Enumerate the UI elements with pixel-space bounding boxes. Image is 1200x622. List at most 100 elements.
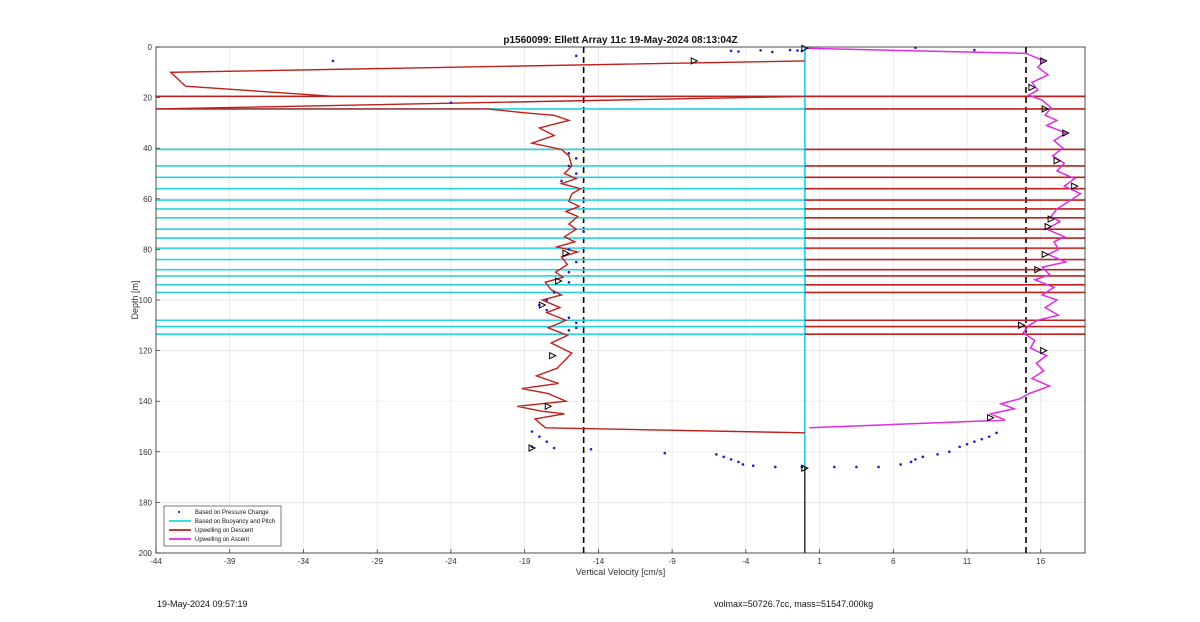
pressure-change-point: [574, 172, 578, 175]
pressure-change-point: [980, 437, 984, 441]
x-tick-label: -44: [150, 557, 162, 566]
pressure-change-point: [973, 440, 976, 443]
chart-legend: Based on Pressure Change Based on Buoyanc…: [163, 505, 282, 547]
pressure-change-point: [574, 54, 578, 58]
triangle-marker: [1053, 157, 1062, 165]
pressure-change-point: [737, 50, 740, 53]
pressure-change-point: [530, 430, 534, 433]
pressure-change-point: [771, 50, 774, 54]
pressure-change-point: [589, 447, 593, 451]
descent-profile-line: [155, 60, 805, 434]
legend-entry-label: Based on Buoyancy and Pitch: [195, 519, 275, 525]
pressure-change-point: [715, 453, 718, 456]
pressure-change-point: [741, 463, 745, 466]
legend-entry-label: Upwelling on Ascent: [195, 537, 249, 543]
pressure-change-point: [545, 298, 549, 302]
pressure-change-point: [877, 465, 880, 469]
footer-timestamp: 19-May-2024 09:57:19: [157, 599, 248, 609]
y-tick-label: 40: [143, 144, 152, 153]
pressure-change-point: [774, 465, 777, 469]
triangle-marker: [1040, 346, 1048, 355]
pressure-change-point: [574, 260, 578, 264]
triangle-marker: [1040, 57, 1048, 65]
pressure-change-point: [958, 445, 961, 449]
triangle-marker: [538, 301, 547, 309]
pressure-change-point: [552, 291, 556, 294]
x-tick-label: 1: [817, 557, 822, 566]
y-tick-label: 100: [139, 296, 153, 305]
pressure-change-point: [567, 270, 571, 274]
pressure-change-point: [582, 230, 585, 233]
triangle-marker: [1062, 129, 1070, 137]
x-tick-label: -34: [298, 557, 310, 566]
x-tick-label: -19: [519, 557, 531, 566]
triangle-marker: [690, 57, 699, 65]
pressure-change-point: [449, 101, 453, 104]
pressure-change-point: [545, 440, 549, 443]
triangle-marker: [1018, 321, 1026, 330]
pressure-change-point: [567, 329, 571, 332]
y-tick-label: 180: [139, 498, 153, 507]
triangle-marker: [544, 402, 553, 411]
pressure-change-point: [663, 451, 667, 455]
x-tick-label: -4: [742, 557, 750, 566]
y-tick-label: 20: [143, 94, 152, 103]
legend-swatch-point: [177, 510, 181, 514]
x-tick-label: -29: [371, 557, 383, 566]
pressure-change-point: [729, 49, 733, 53]
triangle-marker: [555, 277, 563, 285]
pressure-change-point: [567, 280, 571, 284]
pressure-change-point: [538, 435, 541, 438]
pressure-change-point: [737, 460, 740, 464]
pressure-change-point: [751, 464, 755, 468]
x-tick-label: 11: [963, 557, 972, 566]
pressure-change-point: [574, 321, 578, 325]
pressure-change-point: [759, 48, 762, 52]
triangle-marker: [1047, 215, 1056, 223]
pressure-change-point: [855, 465, 858, 469]
x-tick-label: 6: [891, 557, 896, 566]
y-tick-label: 80: [143, 245, 152, 254]
pressure-change-point: [574, 157, 578, 160]
pressure-change-point: [729, 458, 733, 461]
pressure-change-point: [574, 326, 578, 330]
y-tick-label: 160: [139, 448, 153, 457]
pressure-change-point: [899, 463, 902, 466]
pressure-change-point: [567, 248, 571, 251]
pressure-change-point: [833, 465, 836, 469]
y-tick-label: 0: [148, 43, 153, 52]
x-tick-label: -14: [593, 557, 605, 566]
y-tick-label: 60: [143, 195, 152, 204]
pressure-change-point: [567, 151, 571, 155]
triangle-marker: [562, 249, 571, 258]
pressure-change-point: [722, 455, 726, 459]
pressure-change-point: [560, 179, 563, 183]
triangle-marker: [549, 351, 557, 360]
pressure-change-point: [987, 435, 991, 438]
pressure-change-point: [567, 316, 571, 320]
pressure-change-point: [914, 458, 917, 461]
x-tick-label: -9: [669, 557, 677, 566]
triangle-marker: [801, 464, 809, 473]
pressure-change-point: [796, 49, 799, 52]
pressure-change-point: [936, 453, 939, 456]
y-tick-label: 200: [139, 549, 153, 558]
chart-title: p1560099: Ellett Array 11c 19-May-2024 0…: [503, 35, 737, 46]
axis-ticks: -44 -39 -34 -29 -24 -19 -14 -9 -4 1 6 11 16020406080…: [139, 43, 1046, 566]
triangle-marker: [1071, 182, 1079, 190]
pressure-change-point: [545, 308, 549, 312]
pressure-change-point: [567, 164, 571, 168]
pressure-change-point: [331, 59, 335, 63]
x-axis-label: Vertical Velocity [cm/s]: [576, 567, 666, 577]
triangle-marker: [1044, 222, 1053, 231]
triangle-marker: [528, 444, 537, 452]
x-tick-label: -39: [224, 557, 236, 566]
pressure-change-point: [552, 446, 556, 450]
footer-vehicle-params: volmax=50726.7cc, mass=51547.000kg: [714, 599, 874, 609]
pressure-change-point: [965, 442, 969, 446]
triangle-markers: [528, 44, 1079, 473]
triangle-marker: [987, 413, 995, 422]
pressure-change-point: [973, 48, 976, 52]
pressure-change-point: [995, 431, 998, 435]
